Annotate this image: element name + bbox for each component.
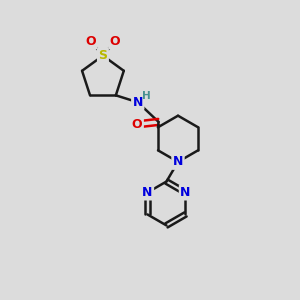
Text: O: O <box>110 35 120 48</box>
Text: O: O <box>85 35 96 48</box>
Text: S: S <box>98 49 107 62</box>
Text: H: H <box>142 91 151 101</box>
Text: N: N <box>133 96 143 109</box>
Text: N: N <box>173 155 183 168</box>
Text: N: N <box>180 186 190 199</box>
Text: O: O <box>132 118 142 131</box>
Text: N: N <box>142 186 153 199</box>
